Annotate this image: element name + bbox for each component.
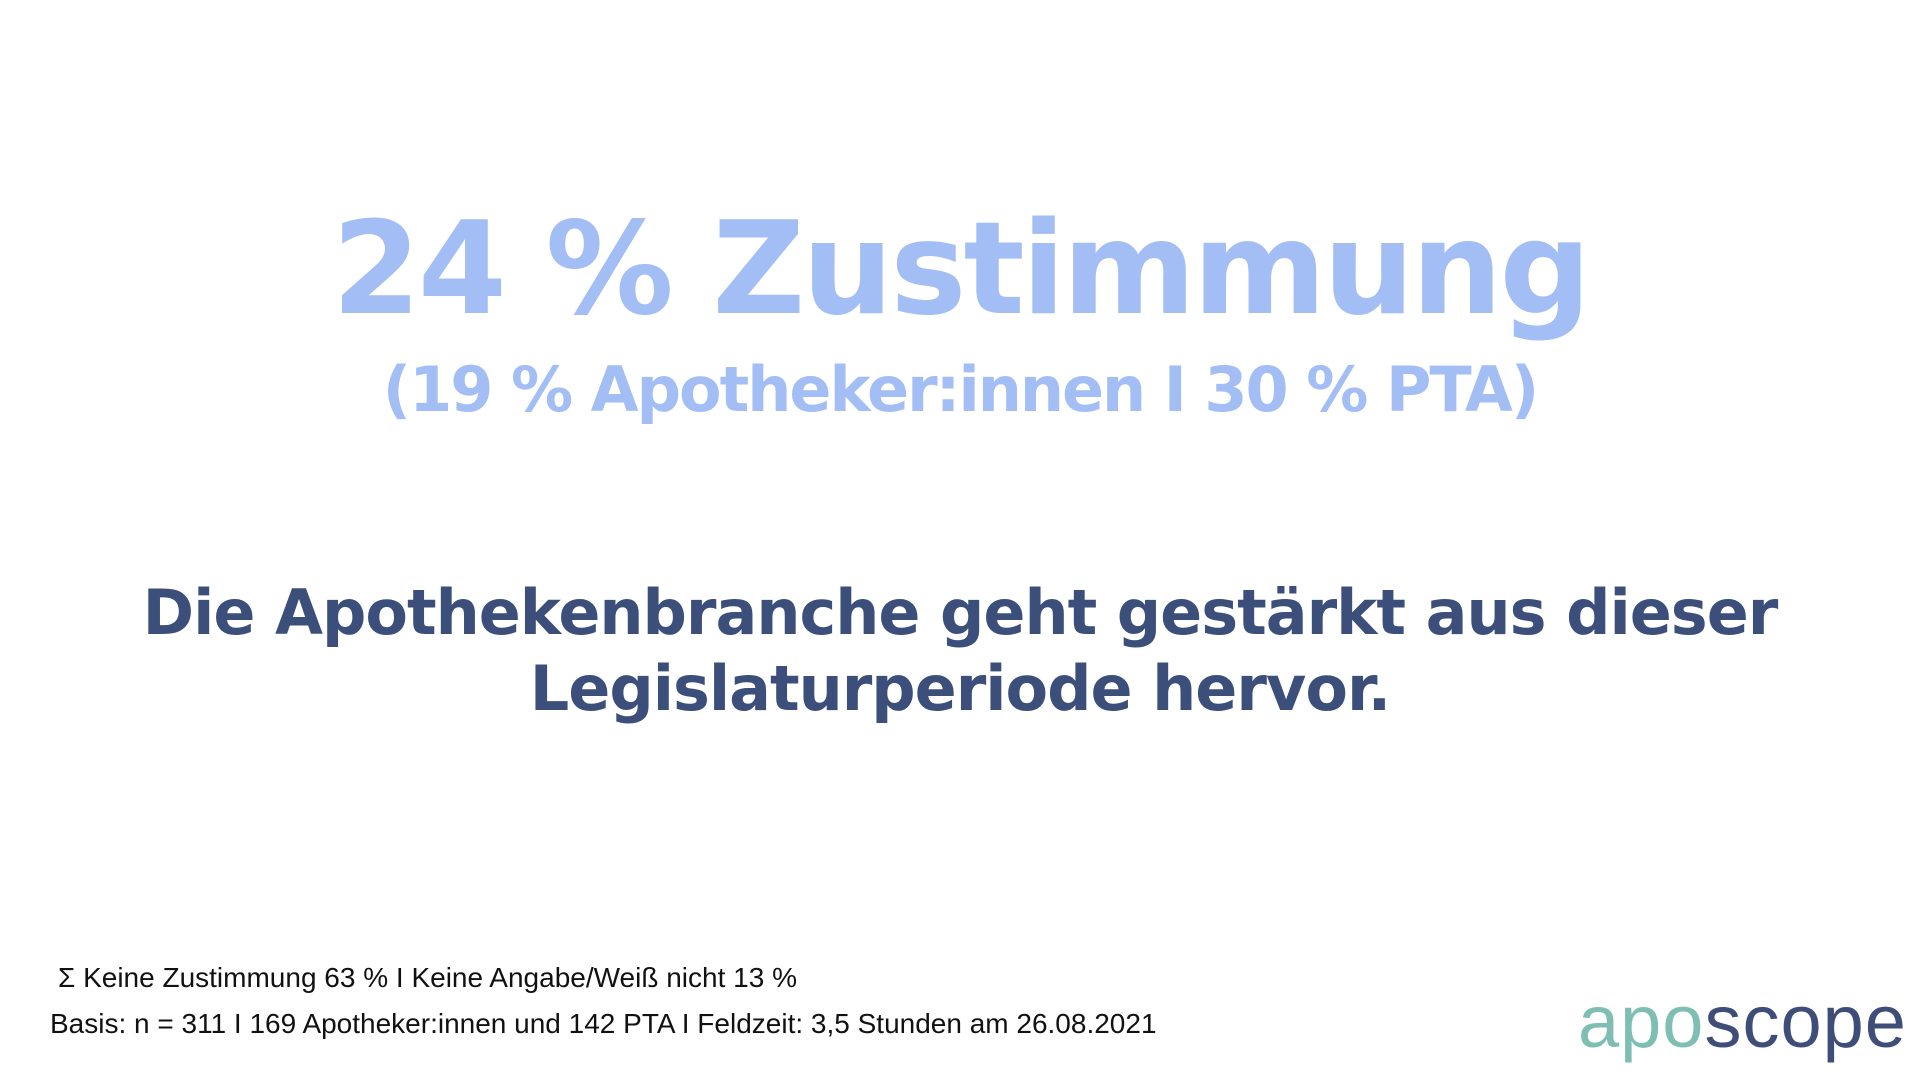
- footnote: Basis: n = 311 I 169 Apotheker:innen und…: [50, 1008, 1157, 1039]
- footnote: Σ Keine Zustimmung 63 % I Keine Angabe/W…: [58, 962, 797, 993]
- logo: aposcope: [1578, 982, 1907, 1062]
- headline: 24 % Zustimmung: [331, 195, 1591, 344]
- subheadline: (19 % Apotheker:innen I 30 % PTA): [382, 353, 1539, 426]
- statement-line: Legislaturperiode hervor.: [529, 652, 1391, 725]
- statement-line: Die Apothekenbranche geht gestärkt aus d…: [142, 576, 1779, 649]
- logo-part: scope: [1704, 980, 1907, 1063]
- statement: Die Apothekenbranche geht gestärkt aus d…: [0, 575, 1920, 727]
- logo-part: apo: [1578, 980, 1705, 1063]
